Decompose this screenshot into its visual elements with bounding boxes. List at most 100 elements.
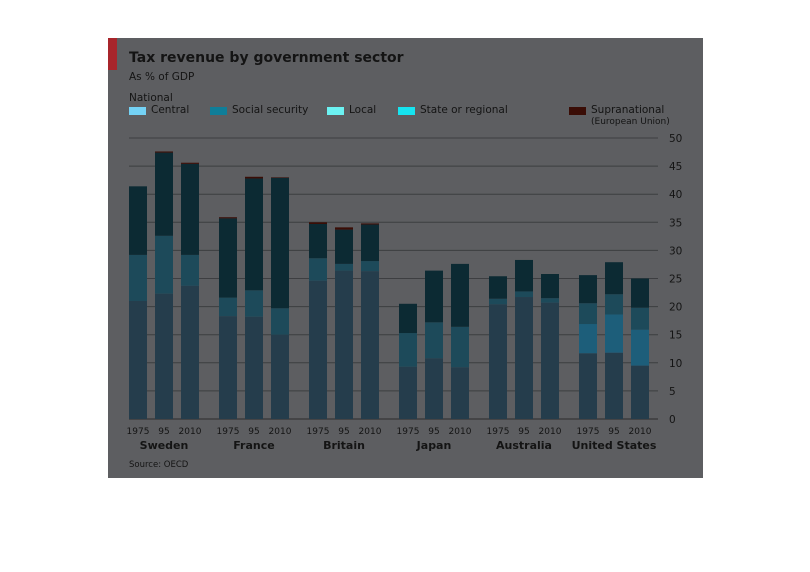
bar-segment-local bbox=[541, 298, 559, 303]
bar-segment-supranational bbox=[335, 227, 353, 230]
bar-segment-social_security bbox=[541, 274, 559, 299]
bar-segment-central bbox=[181, 285, 199, 419]
bar-segment-social_security bbox=[489, 276, 507, 299]
source-note: Source: OECD bbox=[129, 460, 189, 470]
bar-segment-local bbox=[605, 294, 623, 315]
year-tick-label: 95 bbox=[518, 427, 529, 437]
bar-segment-local bbox=[631, 307, 649, 330]
bar-segment-local bbox=[579, 303, 597, 325]
brand-bar bbox=[108, 38, 117, 70]
bar-segment-local bbox=[129, 254, 147, 301]
legend-label-local: Local bbox=[349, 104, 377, 116]
bar-segment-local bbox=[181, 254, 199, 286]
year-tick-label: 95 bbox=[608, 427, 619, 437]
bar-segment-local bbox=[219, 297, 237, 317]
year-tick-label: 95 bbox=[428, 427, 439, 437]
country-label: Australia bbox=[496, 439, 552, 452]
bar-segment-local bbox=[271, 308, 289, 335]
bar-segment-social_security bbox=[605, 262, 623, 295]
country-label: Britain bbox=[323, 439, 365, 452]
bar-segment-central bbox=[399, 366, 417, 419]
bar-segment-central bbox=[425, 358, 443, 419]
year-tick-label: 95 bbox=[248, 427, 259, 437]
year-tick-label: 2010 bbox=[179, 427, 202, 437]
bar-segment-local bbox=[489, 298, 507, 305]
legend-swatch-state bbox=[398, 107, 415, 115]
y-tick-label: 20 bbox=[669, 302, 682, 314]
year-tick-label: 95 bbox=[158, 427, 169, 437]
y-tick-label: 30 bbox=[669, 245, 682, 257]
bar-segment-social_security bbox=[309, 223, 327, 259]
bar-segment-local bbox=[515, 291, 533, 298]
country-label: Japan bbox=[416, 439, 452, 452]
bar-segment-central bbox=[451, 367, 469, 419]
bar-segment-central bbox=[605, 352, 623, 419]
bar-segment-local bbox=[361, 261, 379, 272]
y-tick-label: 15 bbox=[669, 330, 682, 342]
year-tick-label: 1975 bbox=[397, 427, 420, 437]
bar-segment-central bbox=[631, 365, 649, 419]
year-tick-label: 1975 bbox=[487, 427, 510, 437]
legend-swatch-local bbox=[327, 107, 344, 115]
bar-segment-supranational bbox=[245, 176, 263, 179]
bar-segment-supranational bbox=[181, 162, 199, 164]
legend-label-supranational: Supranational bbox=[591, 104, 665, 116]
bar-segment-social_security bbox=[399, 303, 417, 334]
bar-segment-central bbox=[155, 293, 173, 419]
bar-segment-central bbox=[335, 270, 353, 419]
bar-segment-social_security bbox=[129, 186, 147, 255]
bar-segment-central bbox=[541, 302, 559, 419]
bar-segment-social_security bbox=[515, 259, 533, 292]
bar-segment-state bbox=[605, 314, 623, 353]
bar-segment-social_security bbox=[361, 224, 379, 262]
year-tick-label: 2010 bbox=[269, 427, 292, 437]
legend-label-state: State or regional bbox=[420, 104, 508, 116]
bar-segment-supranational bbox=[361, 223, 379, 225]
year-tick-label: 1975 bbox=[217, 427, 240, 437]
year-tick-label: 1975 bbox=[307, 427, 330, 437]
bar-segment-local bbox=[399, 333, 417, 367]
y-tick-label: 25 bbox=[669, 274, 682, 286]
y-tick-label: 5 bbox=[669, 386, 676, 398]
year-tick-label: 95 bbox=[338, 427, 349, 437]
year-tick-label: 1975 bbox=[127, 427, 150, 437]
bar-segment-state bbox=[579, 324, 597, 354]
bar-segment-social_security bbox=[271, 177, 289, 309]
country-label: France bbox=[233, 439, 274, 452]
y-tick-label: 45 bbox=[669, 161, 682, 173]
bar-segment-central bbox=[515, 297, 533, 419]
bar-segment-central bbox=[129, 300, 147, 419]
bar-segment-social_security bbox=[451, 263, 469, 327]
year-tick-label: 2010 bbox=[359, 427, 382, 437]
legend-heading: National bbox=[129, 92, 173, 104]
bar-segment-local bbox=[245, 290, 263, 317]
bar-segment-social_security bbox=[245, 178, 263, 291]
bar-segment-supranational bbox=[271, 177, 289, 178]
legend-swatch-central bbox=[129, 107, 146, 115]
year-tick-label: 1975 bbox=[577, 427, 600, 437]
bar-segment-central bbox=[361, 271, 379, 419]
bar-segment-social_security bbox=[579, 275, 597, 304]
bar-segment-local bbox=[425, 322, 443, 359]
bar-segment-local bbox=[451, 326, 469, 368]
legend-swatch-supranational bbox=[569, 107, 586, 115]
year-tick-label: 2010 bbox=[539, 427, 562, 437]
bar-segment-social_security bbox=[631, 278, 649, 308]
bar-segment-central bbox=[245, 316, 263, 419]
bar-segment-social_security bbox=[335, 229, 353, 264]
legend-swatch-social-security bbox=[210, 107, 227, 115]
y-tick-label: 35 bbox=[669, 217, 682, 229]
y-tick-label: 50 bbox=[669, 133, 682, 145]
bar-segment-supranational bbox=[309, 222, 327, 224]
y-tick-label: 40 bbox=[669, 189, 682, 201]
bar-segment-central bbox=[309, 280, 327, 419]
bar-segment-local bbox=[335, 263, 353, 271]
chart-subtitle: As % of GDP bbox=[129, 71, 195, 83]
bar-segment-supranational bbox=[155, 151, 173, 153]
year-tick-label: 2010 bbox=[629, 427, 652, 437]
bar-segment-social_security bbox=[155, 152, 173, 236]
bar-segment-social_security bbox=[181, 163, 199, 255]
country-label: Sweden bbox=[140, 439, 189, 452]
chart-title: Tax revenue by government sector bbox=[129, 50, 404, 66]
